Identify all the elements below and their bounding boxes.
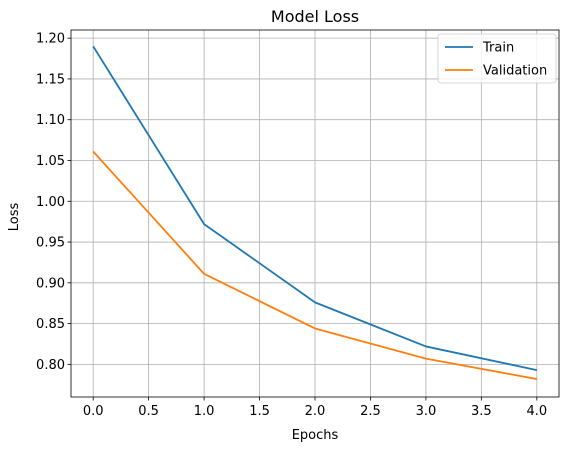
series-layer — [92, 45, 538, 380]
y-tick-label: 0.85 — [36, 317, 65, 332]
x-tick-label: 1.0 — [194, 404, 215, 419]
x-tick-label: 2.0 — [305, 404, 326, 419]
y-tick-label: 0.80 — [36, 358, 65, 373]
legend-label-validation: Validation — [483, 64, 547, 79]
legend-label-train: Train — [482, 41, 514, 56]
series-line-train — [92, 45, 538, 371]
y-tick-label: 1.20 — [36, 32, 65, 47]
x-tick-label: 1.5 — [249, 404, 270, 419]
x-axis-label: Epochs — [292, 428, 339, 443]
y-tick-label: 1.00 — [36, 195, 65, 210]
x-tick-label: 0.5 — [138, 404, 159, 419]
y-axis-label: Loss — [7, 203, 22, 232]
x-tick-label: 3.5 — [471, 404, 492, 419]
y-tick-label: 1.15 — [36, 72, 65, 87]
y-tick-label: 0.95 — [36, 236, 65, 251]
axis-ticks: 0.0 0.5 1.0 1.5 2.0 2.5 3.0 3.5 4.0 0.80 0.85 0.90 0… — [36, 32, 547, 419]
x-tick-label: 0.0 — [83, 404, 104, 419]
x-tick-label: 4.0 — [526, 404, 547, 419]
y-tick-label: 1.10 — [36, 113, 65, 128]
chart-title: Model Loss — [271, 7, 359, 26]
grid — [71, 30, 559, 397]
x-tick-label: 2.5 — [360, 404, 381, 419]
x-tick-label: 3.0 — [416, 404, 437, 419]
y-tick-label: 1.05 — [36, 154, 65, 169]
y-tick-label: 0.90 — [36, 276, 65, 291]
legend: Train Validation — [437, 33, 557, 84]
series-line-validation — [92, 150, 537, 380]
